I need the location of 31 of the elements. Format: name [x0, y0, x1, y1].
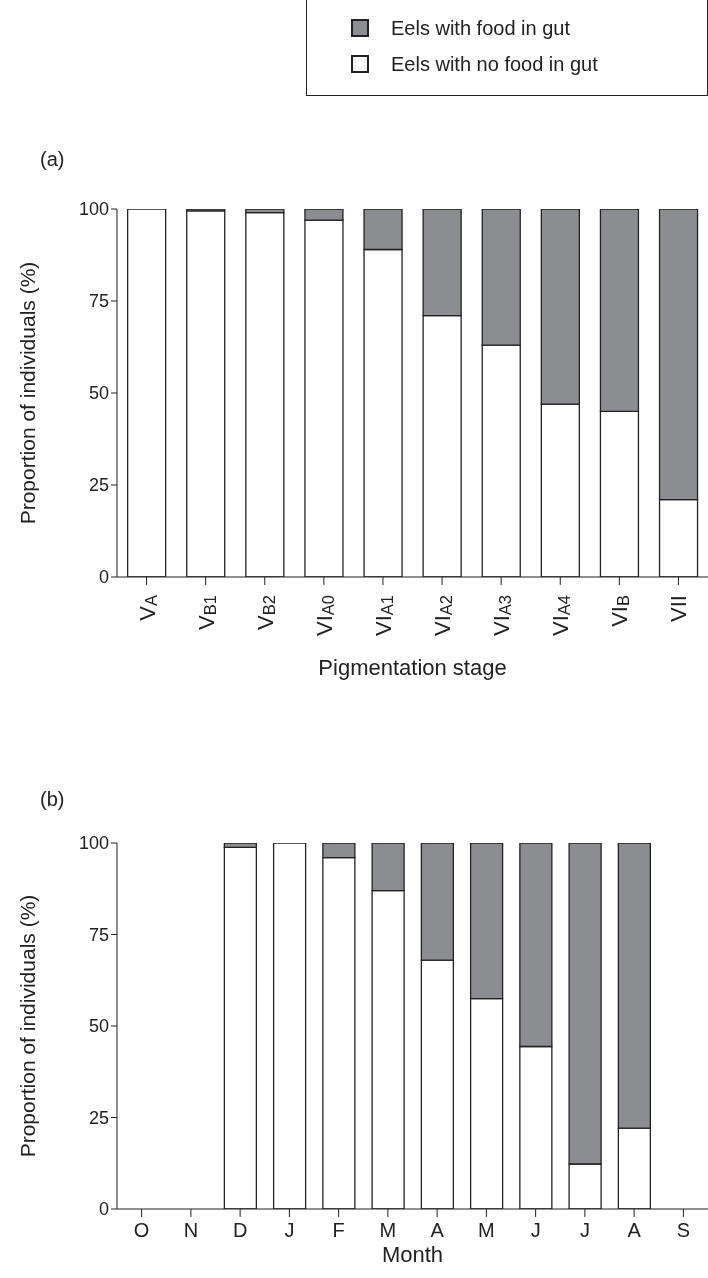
legend-label: Eels with no food in gut [391, 52, 598, 76]
x-tick-label: O [133, 1219, 150, 1241]
chart-title: (a) [40, 148, 65, 171]
y-axis-title: Proportion of individuals (%) [16, 894, 39, 1158]
y-tick-label: 100 [78, 199, 109, 220]
y-tick-label: 0 [98, 1199, 109, 1220]
x-tick-label: M [478, 1219, 495, 1241]
y-tick-label: 50 [88, 383, 109, 404]
y-tick-label: 75 [88, 291, 109, 312]
y-tick-label: 25 [88, 475, 109, 496]
y-tick-label: 50 [88, 1016, 109, 1037]
x-tick-label: A [430, 1219, 445, 1241]
x-tick-label: F [332, 1219, 345, 1241]
y-tick-label: 75 [88, 924, 109, 945]
legend-label: Eels with food in gut [391, 16, 570, 40]
x-tick-label: VII [665, 595, 691, 622]
x-tick-label: D [232, 1219, 248, 1241]
x-tick-label: S [676, 1219, 691, 1241]
y-tick-label: 25 [88, 1107, 109, 1128]
y-tick-label: 0 [98, 567, 109, 588]
x-tick-label: J [579, 1219, 590, 1241]
x-tick-label: A [627, 1219, 642, 1241]
x-tick-label: N [183, 1219, 199, 1241]
x-tick-label: J [530, 1219, 541, 1241]
x-tick-label: M [379, 1219, 397, 1241]
x-axis-title: Month [381, 1242, 444, 1267]
x-tick-label: J [284, 1219, 295, 1241]
y-axis-title: Proportion of individuals (%) [16, 261, 39, 525]
chart-title: (b) [40, 788, 65, 811]
x-axis-title: Pigmentation stage [318, 655, 507, 680]
y-tick-label: 100 [78, 833, 109, 854]
